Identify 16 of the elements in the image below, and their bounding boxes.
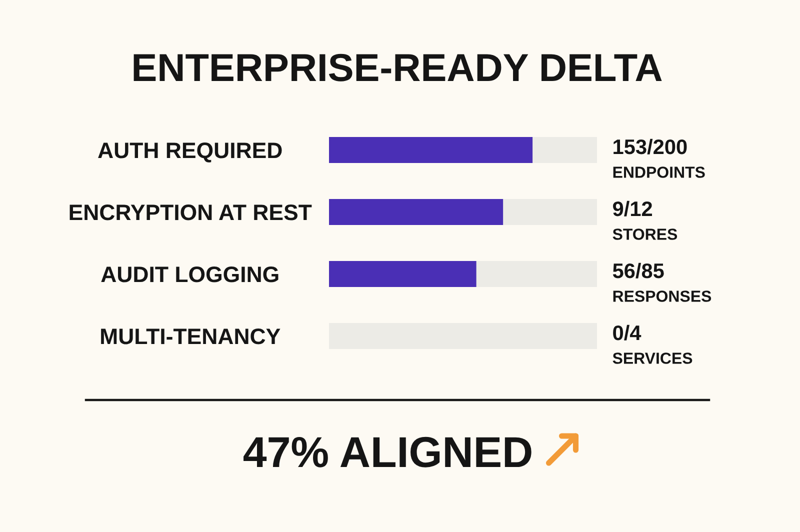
bar bbox=[329, 261, 476, 287]
text: 0/4 SERVICES bbox=[612, 324, 692, 364]
y-tick-label: ENCRYPTION AT REST bbox=[70, 204, 312, 220]
y-tick-label: MULTI-TENANCY bbox=[101, 328, 280, 344]
chart-title: ENTERPRISE-READY DELTA bbox=[134, 54, 662, 82]
y-tick-label: AUTH REQUIRED bbox=[98, 142, 282, 162]
bar bbox=[476, 261, 597, 287]
bar bbox=[532, 137, 597, 163]
bar bbox=[329, 137, 533, 163]
text: 9/12 STORES bbox=[612, 200, 678, 240]
bar bbox=[503, 199, 597, 225]
text: 47% ALIGNED bbox=[244, 436, 532, 468]
bar bbox=[329, 199, 504, 225]
text: 56/85 RESPONSES bbox=[612, 262, 712, 302]
y-tick-label: AUDIT LOGGING bbox=[101, 266, 278, 282]
text: 153/200 ENDPOINTS bbox=[613, 138, 705, 178]
